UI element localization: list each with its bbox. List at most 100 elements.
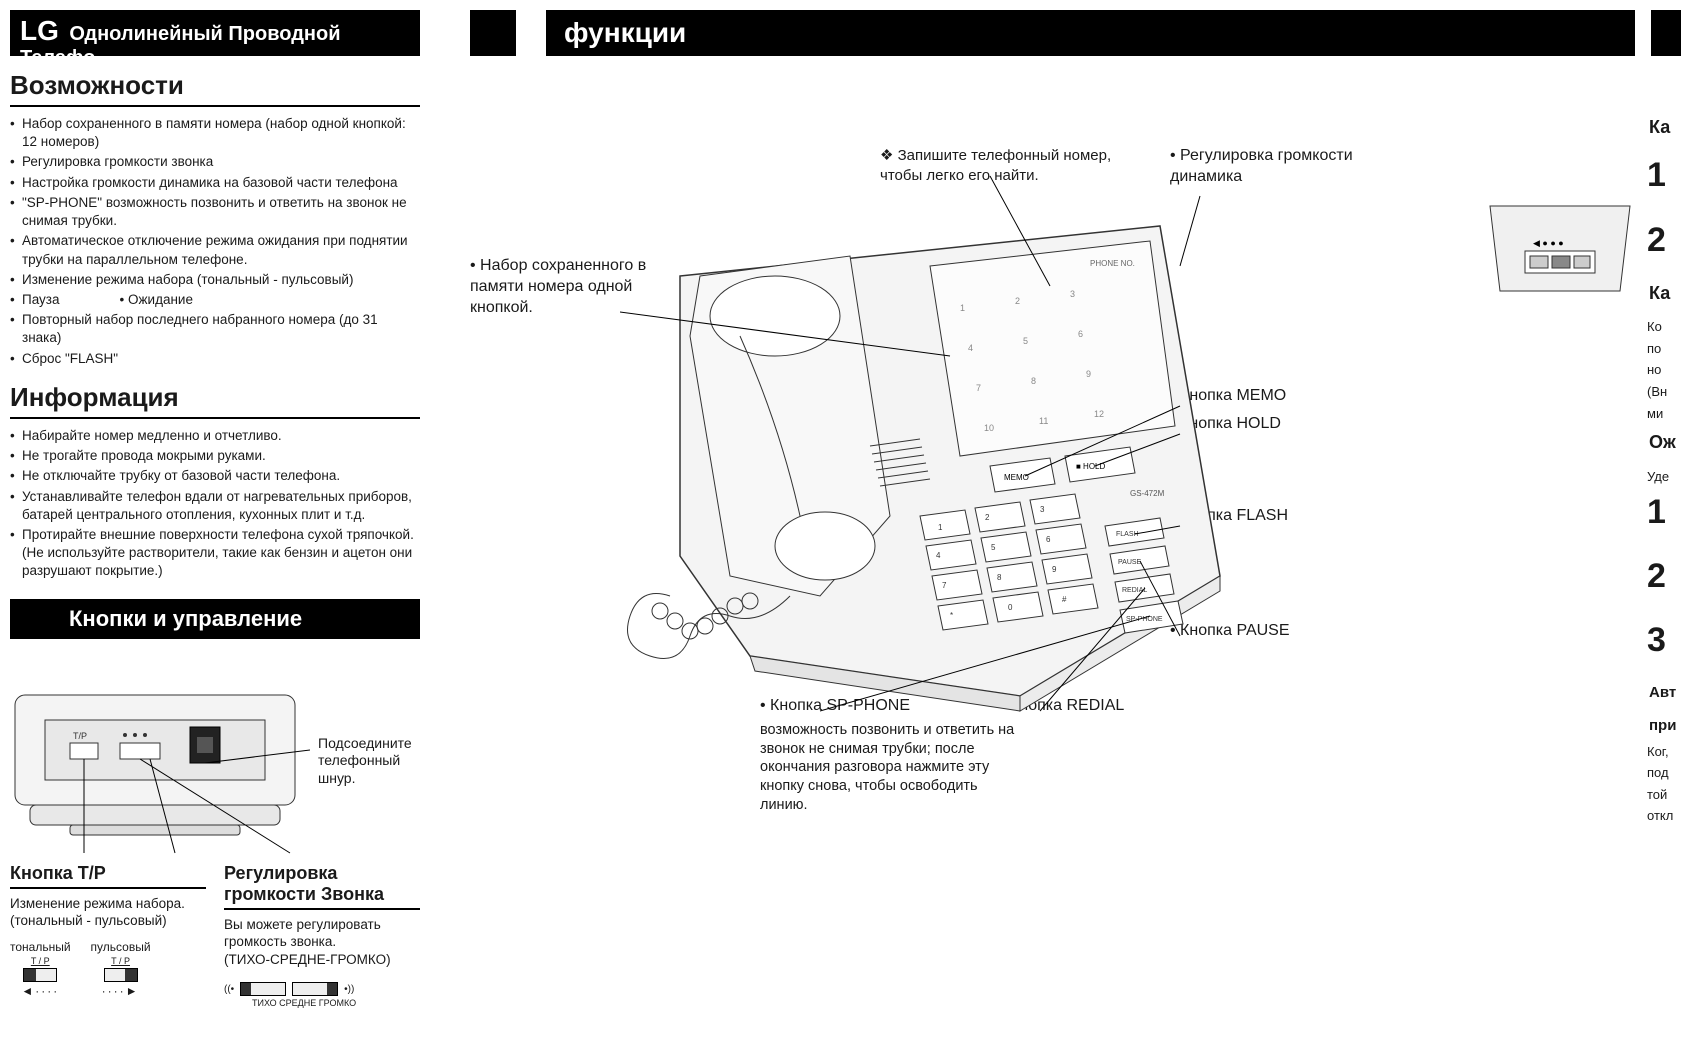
features-heading: Возможности — [10, 70, 420, 107]
tp-mini-label: T / P — [31, 956, 50, 966]
svg-text:GS-472M: GS-472M — [1130, 489, 1165, 498]
feature-hold: Ожидание — [128, 292, 193, 307]
info-heading: Информация — [10, 382, 420, 419]
svg-text:REDIAL: REDIAL — [1122, 587, 1147, 594]
middle-column: функции • Набор сохраненного в памяти но… — [430, 0, 1645, 1062]
svg-text:6: 6 — [1046, 535, 1051, 544]
brand-title: Однолинейный Проводной Телефо — [20, 23, 341, 56]
frag: 1 — [1647, 153, 1685, 197]
svg-text:1: 1 — [938, 523, 943, 532]
frag: но — [1647, 362, 1685, 378]
tp-pulse-label: пульсовый — [91, 940, 151, 954]
frag: Авт — [1649, 683, 1685, 703]
svg-text:6: 6 — [1078, 329, 1083, 339]
svg-text:*: * — [950, 611, 953, 620]
svg-text:5: 5 — [1023, 336, 1028, 346]
bottom-controls: Кнопка T/P Изменение режима набора. (тон… — [10, 863, 420, 1009]
callout-sp-desc: возможность позвонить и ответить на звон… — [760, 721, 1020, 815]
info-item: Протирайте внешние поверхности телефона … — [10, 526, 420, 581]
feature-item: Регулировка громкости звонка — [10, 153, 420, 171]
info-item: Не трогайте провода мокрыми руками. — [10, 447, 420, 465]
arrow-left-icon: ◄···· — [21, 984, 59, 998]
svg-text:4: 4 — [936, 551, 941, 560]
controls-heading: Кнопки и управление — [55, 599, 420, 639]
phone-diagram: • Набор сохраненного в памяти номера одн… — [470, 76, 1635, 976]
frag: откл — [1647, 808, 1685, 824]
frag: (Вн — [1647, 384, 1685, 400]
frag: 1 — [1647, 490, 1685, 534]
functions-banner: функции — [470, 10, 1635, 56]
tp-switch-tone: тональный T / P ◄···· — [10, 940, 71, 998]
feature-item: Автоматическое отключение режима ожидани… — [10, 232, 420, 268]
svg-text:PAUSE: PAUSE — [1118, 559, 1142, 566]
banner-block-icon — [1651, 10, 1681, 56]
functions-heading: функции — [546, 10, 1635, 56]
arrow-right-icon: ····► — [102, 984, 140, 998]
frag: 3 — [1647, 618, 1685, 662]
frag: 2 — [1647, 218, 1685, 262]
tp-switch-pulse: пульсовый T / P ····► — [91, 940, 151, 998]
tp-text: Изменение режима набора. (тональный - пу… — [10, 895, 206, 930]
feature-item: Настройка громкости динамика на базовой … — [10, 174, 420, 192]
svg-text:9: 9 — [1086, 369, 1091, 379]
frag: Ка — [1649, 116, 1685, 139]
svg-text:#: # — [1062, 595, 1067, 604]
frag: Ког, — [1647, 744, 1685, 760]
vol-scale-labels: ТИХО СРЕДНЕ ГРОМКО — [252, 998, 420, 1008]
frag: Ка — [1649, 282, 1685, 305]
info-item: Не отключайте трубку от базовой части те… — [10, 467, 420, 485]
tp-tone-label: тональный — [10, 940, 71, 954]
phone-rear-diagram: T/P Подсоедините телефонный шнур. — [10, 665, 420, 855]
frag: при — [1649, 716, 1685, 736]
frag: ми — [1647, 406, 1685, 422]
cord-label: Подсоедините телефонный шнур. — [318, 735, 420, 788]
frag: по — [1647, 341, 1685, 357]
frag: Уде — [1647, 469, 1685, 485]
svg-text:7: 7 — [976, 383, 981, 393]
svg-text:8: 8 — [1031, 376, 1036, 386]
feature-item: Набор сохраненного в памяти номера (набо… — [10, 115, 420, 151]
brand-logo: LG — [20, 15, 59, 46]
svg-text:SP-PHONE: SP-PHONE — [1126, 616, 1163, 623]
phone-rear-svg: T/P — [10, 665, 310, 855]
controls-banner: Кнопки и управление — [10, 599, 420, 639]
banner-block-icon — [10, 599, 55, 639]
info-item: Набирайте номер медленно и отчетливо. — [10, 427, 420, 445]
vol-switch-high — [292, 982, 338, 996]
features-list: Набор сохраненного в памяти номера (набо… — [10, 115, 420, 368]
svg-text:0: 0 — [1008, 603, 1013, 612]
frag: 2 — [1647, 554, 1685, 598]
svg-text:9: 9 — [1052, 565, 1057, 574]
svg-text:8: 8 — [997, 573, 1002, 582]
feature-item: "SP-PHONE" возможность позвонить и ответ… — [10, 194, 420, 230]
svg-text:2: 2 — [985, 513, 990, 522]
svg-text:5: 5 — [991, 543, 996, 552]
svg-text:3: 3 — [1070, 289, 1075, 299]
svg-text:◀ ● ● ●: ◀ ● ● ● — [1533, 238, 1564, 248]
info-list: Набирайте номер медленно и отчетливо. Не… — [10, 427, 420, 581]
svg-text:T/P: T/P — [73, 731, 87, 741]
tp-heading: Кнопка T/P — [10, 863, 206, 889]
feature-pause: Пауза — [22, 291, 60, 309]
card-label: PHONE NO. — [1090, 259, 1135, 268]
feature-item: Изменение режима набора (тональный - пул… — [10, 271, 420, 289]
svg-text:FLASH: FLASH — [1116, 531, 1139, 538]
svg-text:4: 4 — [968, 343, 973, 353]
svg-text:12: 12 — [1094, 409, 1104, 419]
tp-mini-label: T / P — [111, 956, 130, 966]
svg-text:3: 3 — [1040, 505, 1045, 514]
ringer-vol-text: Вы можете регулировать громкость звонка.… — [224, 916, 420, 969]
svg-text:1: 1 — [960, 303, 965, 313]
svg-text:MEMO: MEMO — [1004, 473, 1029, 482]
frag: под — [1647, 765, 1685, 781]
frag: Ож — [1649, 431, 1685, 454]
frag: той — [1647, 787, 1685, 803]
feature-item: Повторный набор последнего набранного но… — [10, 311, 420, 347]
ringer-vol-heading: Регулировка громкости Звонка — [224, 863, 420, 910]
right-cutoff-column: Ка 1 2 Ка Ко по но (Вн ми Ож Уде 1 2 3 А… — [1645, 0, 1685, 1062]
svg-text:10: 10 — [984, 423, 994, 433]
banner-block-icon — [470, 10, 516, 56]
feature-item: Сброс "FLASH" — [10, 350, 420, 368]
svg-text:11: 11 — [1039, 416, 1048, 426]
phone-svg: PHONE NO. 123 456 789 101112 MEMO ■ HOLD… — [620, 156, 1240, 716]
